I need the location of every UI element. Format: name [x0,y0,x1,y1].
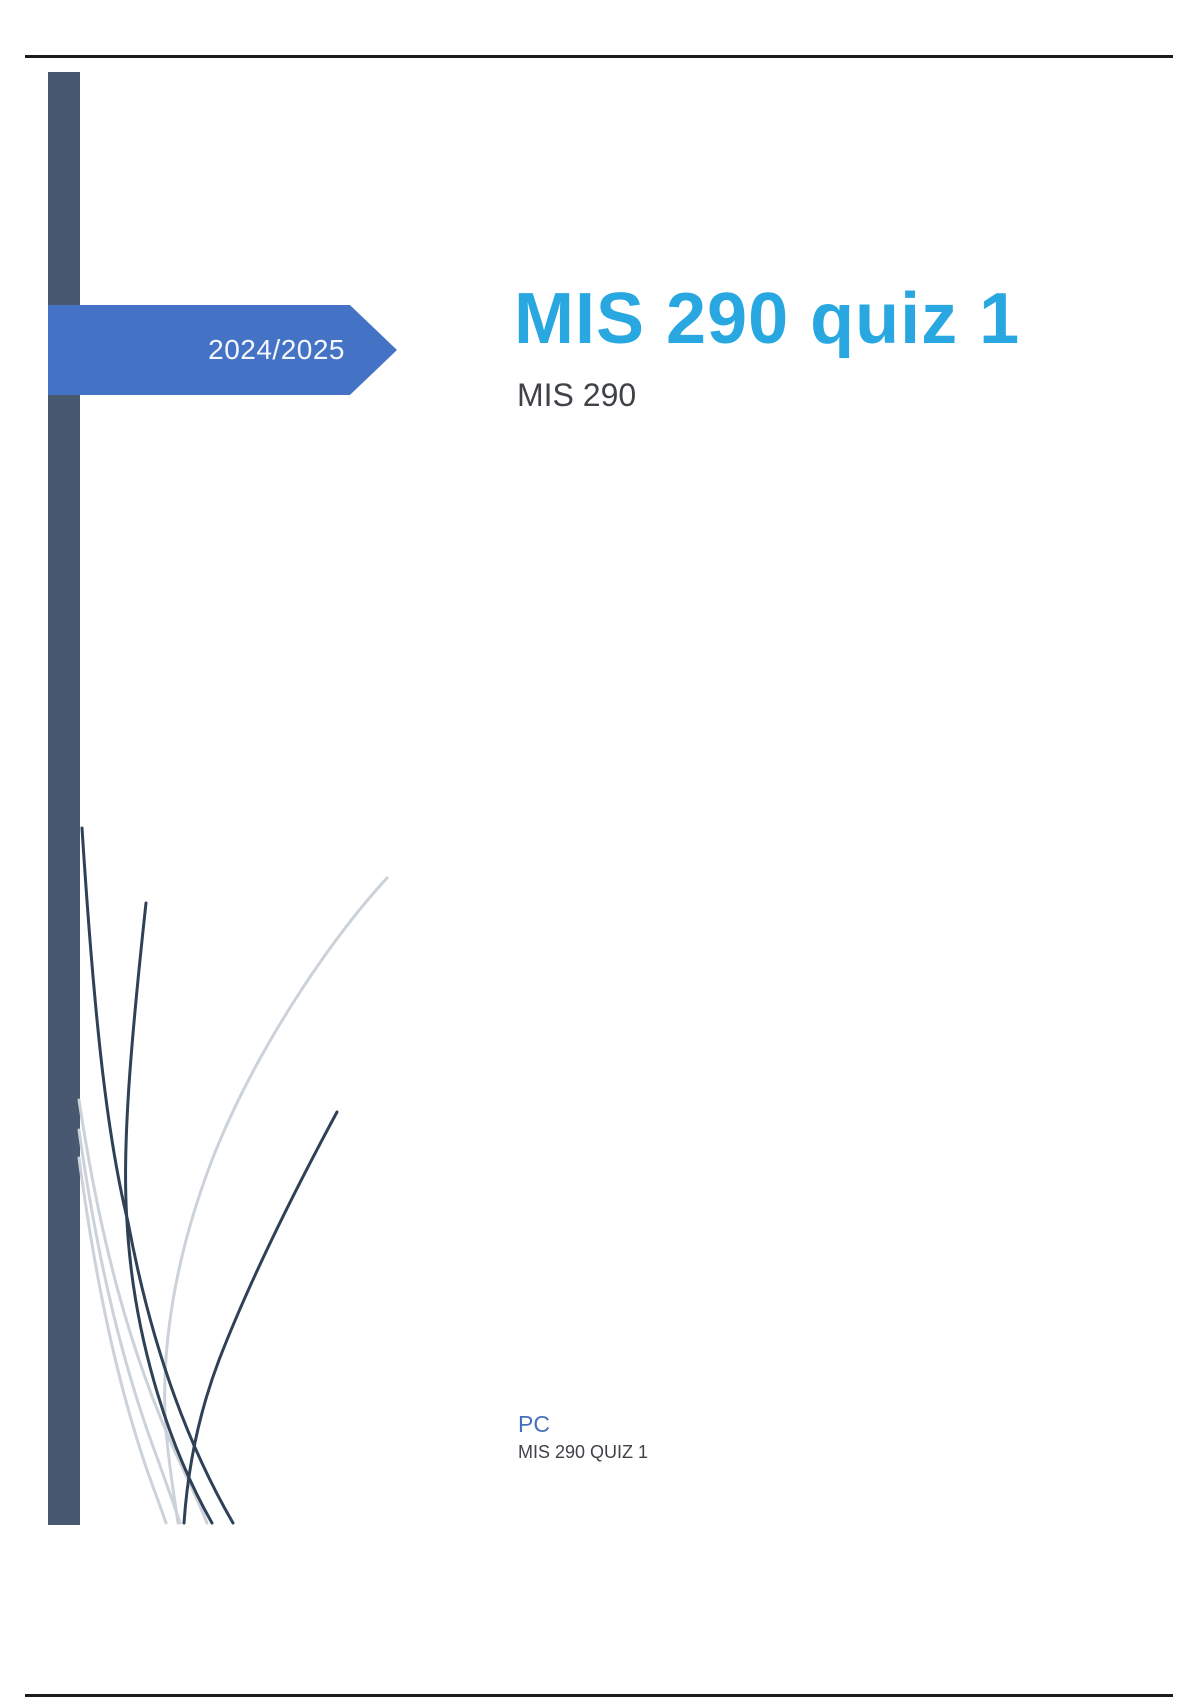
left-accent-bar [48,72,80,1525]
swoosh-decoration-icon [77,826,389,1525]
footer-author: PC [518,1411,550,1437]
year-badge-label: 2024/2025 [208,334,345,365]
top-rule [25,55,1173,58]
bottom-rule [25,1694,1173,1697]
year-banner-arrow: 2024/2025 [48,305,397,395]
footer-doc-label: MIS 290 QUIZ 1 [518,1442,649,1462]
footer-block: PC MIS 290 QUIZ 1 [518,1410,648,1463]
page-title: MIS 290 quiz 1 [514,279,1021,359]
page-subtitle: MIS 290 [517,377,637,413]
